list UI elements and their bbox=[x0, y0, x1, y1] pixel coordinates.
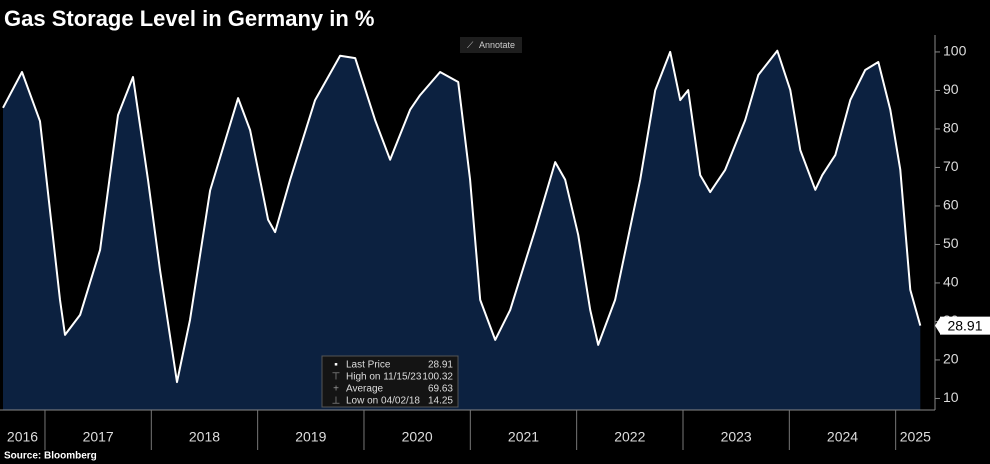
legend-value: 100.32 bbox=[422, 372, 453, 383]
y-tick-label: 90 bbox=[943, 81, 959, 97]
source: Source: Bloomberg bbox=[4, 451, 97, 462]
y-tick-label: 100 bbox=[943, 43, 967, 59]
x-tick-label: 2020 bbox=[402, 429, 433, 445]
legend-label: Last Price bbox=[346, 360, 391, 371]
x-tick-label: 2023 bbox=[721, 429, 752, 445]
button-icon: ⟋ bbox=[467, 40, 474, 50]
button-label[interactable]: Annotate bbox=[479, 40, 515, 50]
last-price-label: 28.91 bbox=[947, 317, 982, 333]
x-tick-label: 2017 bbox=[83, 429, 114, 445]
x-tick-label: 2025 bbox=[900, 429, 931, 445]
x-tick-label: 2019 bbox=[295, 429, 326, 445]
y-tick-label: 10 bbox=[943, 389, 959, 405]
last-price-box bbox=[940, 316, 990, 335]
y-tick-label: 80 bbox=[943, 120, 959, 136]
legend-label: Average bbox=[346, 384, 384, 395]
y-tick-label: 20 bbox=[943, 351, 959, 367]
y-tick-label: 40 bbox=[943, 274, 959, 290]
x-tick-label: 2018 bbox=[189, 429, 220, 445]
x-tick-label: 2022 bbox=[614, 429, 645, 445]
annotate-button[interactable]: ⟋ Annotate bbox=[460, 37, 522, 53]
line bbox=[2, 49, 922, 384]
legend-value: 14.25 bbox=[428, 396, 453, 407]
button-bg[interactable] bbox=[460, 37, 522, 53]
y-tick-label: 70 bbox=[943, 158, 959, 174]
y-tick-label: 50 bbox=[943, 235, 959, 251]
legend-icon: ▪ bbox=[334, 360, 338, 371]
legend: ▪ Last Price 28.91 ⊤ High on 11/15/23 100.32 +… bbox=[321, 355, 459, 408]
area bbox=[3, 50, 921, 410]
legend-bg bbox=[321, 355, 459, 408]
x-tick-label: 2016 bbox=[7, 429, 38, 445]
x-tick-label: 2024 bbox=[827, 429, 858, 445]
x-tick-label: 2021 bbox=[508, 429, 539, 445]
legend-icon: ⊥ bbox=[332, 396, 341, 407]
legend-value: 69.63 bbox=[428, 384, 453, 395]
legend-icon: + bbox=[333, 384, 339, 395]
chart-title: Gas Storage Level in Germany in % bbox=[4, 6, 374, 31]
legend-value: 28.91 bbox=[428, 360, 453, 371]
legend-label: High on 11/15/23 bbox=[346, 372, 422, 383]
legend-label: Low on 04/02/18 bbox=[346, 396, 420, 407]
y-tick-label: 60 bbox=[943, 197, 959, 213]
last-price-pointer bbox=[935, 317, 940, 334]
legend-icon: ⊤ bbox=[332, 372, 341, 383]
